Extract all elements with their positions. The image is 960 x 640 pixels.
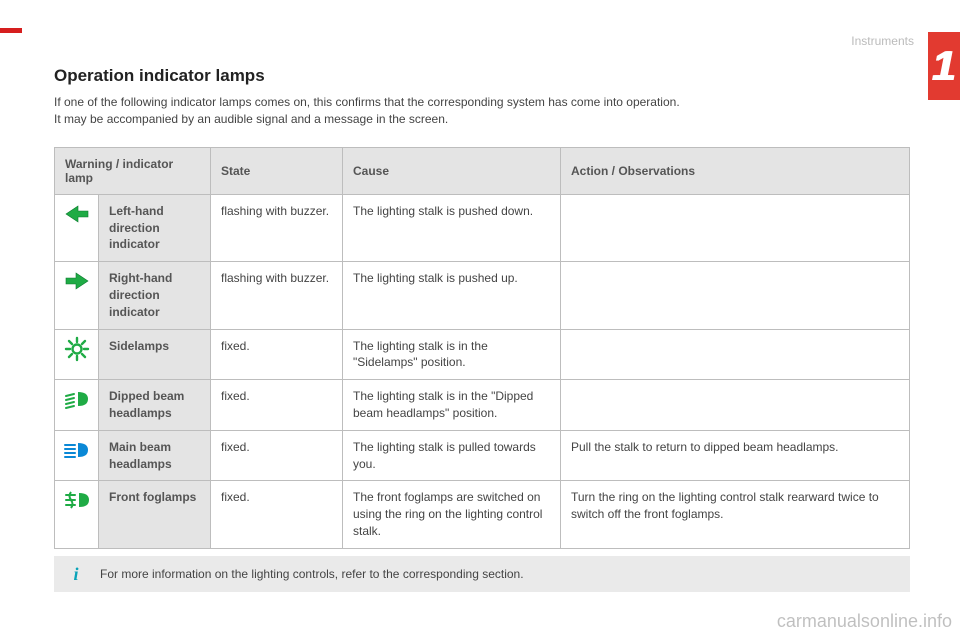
lamp-name: Main beam headlamps [99, 430, 211, 481]
lamp-action [561, 380, 910, 431]
lamp-cause: The lighting stalk is pulled towards you… [343, 430, 561, 481]
lamp-icon-cell [55, 262, 99, 329]
accent-strip [0, 28, 22, 33]
lamp-cause: The front foglamps are switched on using… [343, 481, 561, 548]
dipped-beam-icon [62, 401, 92, 415]
table-row: Left-hand direction indicator flashing w… [55, 194, 910, 261]
lamp-action: Turn the ring on the lighting control st… [561, 481, 910, 548]
page-title: Operation indicator lamps [54, 66, 910, 86]
lamp-state: fixed. [211, 380, 343, 431]
table-row: Front foglamps fixed. The front foglamps… [55, 481, 910, 548]
lamp-icon-cell [55, 194, 99, 261]
lamp-icon-cell [55, 380, 99, 431]
info-note-bar: i For more information on the lighting c… [54, 556, 910, 592]
intro-line: If one of the following indicator lamps … [54, 94, 910, 111]
watermark: carmanualsonline.info [777, 611, 952, 632]
lamp-name: Right-hand direction indicator [99, 262, 211, 329]
lamp-name: Left-hand direction indicator [99, 194, 211, 261]
lamp-icon-cell [55, 481, 99, 548]
table-row: Dipped beam headlamps fixed. The lightin… [55, 380, 910, 431]
left-arrow-icon [62, 216, 92, 230]
lamp-cause: The lighting stalk is in the "Dipped bea… [343, 380, 561, 431]
intro-line: It may be accompanied by an audible sign… [54, 111, 910, 128]
lamp-state: fixed. [211, 329, 343, 380]
lamp-state: flashing with buzzer. [211, 194, 343, 261]
sidelamps-icon [62, 351, 92, 365]
lamp-cause: The lighting stalk is pushed down. [343, 194, 561, 261]
intro-text: If one of the following indicator lamps … [54, 94, 910, 129]
right-arrow-icon [62, 283, 92, 297]
lamp-state: fixed. [211, 481, 343, 548]
table-row: Sidelamps fixed. The lighting stalk is i… [55, 329, 910, 380]
lamp-state: flashing with buzzer. [211, 262, 343, 329]
info-icon: i [66, 564, 86, 584]
lamp-cause: The lighting stalk is in the "Sidelamps"… [343, 329, 561, 380]
th-state: State [211, 147, 343, 194]
lamp-icon-cell [55, 430, 99, 481]
lamp-action [561, 262, 910, 329]
info-note-text: For more information on the lighting con… [100, 567, 524, 581]
main-beam-icon [62, 452, 92, 466]
lamp-name: Sidelamps [99, 329, 211, 380]
indicator-lamps-table: Warning / indicator lamp State Cause Act… [54, 147, 910, 549]
chapter-number-tab: 1 [928, 32, 960, 100]
lamp-action: Pull the stalk to return to dipped beam … [561, 430, 910, 481]
th-lamp: Warning / indicator lamp [55, 147, 211, 194]
lamp-action [561, 194, 910, 261]
section-label: Instruments [851, 34, 914, 48]
content-area: Operation indicator lamps If one of the … [54, 66, 910, 549]
lamp-cause: The lighting stalk is pushed up. [343, 262, 561, 329]
th-cause: Cause [343, 147, 561, 194]
lamp-icon-cell [55, 329, 99, 380]
th-action: Action / Observations [561, 147, 910, 194]
front-fog-icon [62, 502, 92, 516]
lamp-name: Front foglamps [99, 481, 211, 548]
lamp-action [561, 329, 910, 380]
table-row: Right-hand direction indicator flashing … [55, 262, 910, 329]
table-row: Main beam headlamps fixed. The lighting … [55, 430, 910, 481]
lamp-state: fixed. [211, 430, 343, 481]
lamp-name: Dipped beam headlamps [99, 380, 211, 431]
